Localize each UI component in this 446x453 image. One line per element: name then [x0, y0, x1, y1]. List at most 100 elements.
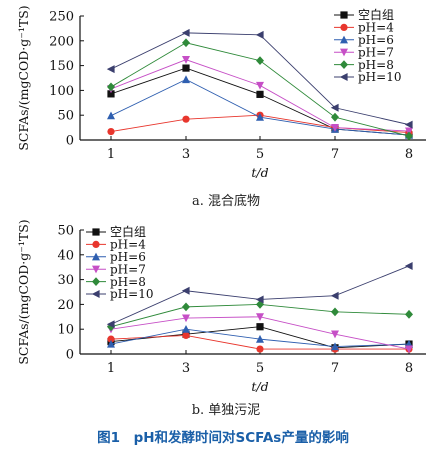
legend-marker [340, 35, 348, 44]
legend-label: pH=4 [358, 21, 394, 35]
data-point [181, 28, 190, 37]
data-point [330, 291, 339, 300]
y-axis-label: SCFAs/(mgCOD·g⁻¹TS) [16, 5, 31, 150]
data-point [181, 286, 190, 295]
data-point [107, 335, 115, 343]
x-tick-label: 5 [256, 361, 264, 376]
data-point [405, 345, 413, 354]
data-point [106, 320, 115, 329]
data-point [107, 339, 115, 348]
legend-marker [339, 73, 348, 81]
legend-label: pH=7 [110, 262, 146, 276]
data-point [331, 342, 339, 351]
subplot-caption-a: a. 混合底物 [192, 193, 260, 209]
data-point [182, 115, 190, 123]
y-axis-label: SCFAs/(mgCOD·g⁻¹TS) [16, 219, 31, 364]
x-tick-label: 7 [331, 147, 339, 162]
legend-marker [340, 11, 348, 19]
data-point [107, 111, 115, 120]
legend-marker [340, 23, 348, 31]
data-point [256, 323, 264, 331]
data-point [107, 82, 115, 92]
data-point [106, 65, 115, 74]
data-point [182, 56, 190, 64]
data-point [256, 56, 264, 66]
chart-sludge-only: 0 10 20 30 40 50 1 3 5 7 8 t/d SCFAs/(mgCOD·g⁻¹TS) 空白… [16, 219, 426, 394]
y-tick-label: 20 [57, 298, 74, 313]
legend-label: pH=6 [110, 250, 146, 264]
legend-marker [92, 240, 100, 248]
y-tick-label: 150 [49, 59, 74, 74]
legend-marker [91, 290, 100, 298]
legend-marker [92, 252, 100, 261]
data-point [331, 307, 339, 317]
subplot-caption-b: b. 单独污泥 [192, 403, 261, 418]
data-point [256, 334, 264, 343]
data-point [107, 90, 115, 98]
data-point [256, 345, 264, 353]
data-point [404, 120, 413, 129]
chart-mixed-substrate: 0 50 100 150 200 250 1 3 5 7 8 t/d SCFAs/(mgCOD·g⁻¹T… [16, 5, 426, 180]
data-point [256, 81, 264, 90]
x-axis-label: t/d [251, 379, 268, 394]
legend-label: pH=4 [110, 238, 146, 252]
legend-label: pH=10 [110, 287, 153, 301]
data-point [182, 302, 190, 312]
legend-label: pH=6 [358, 33, 394, 47]
data-point [330, 103, 339, 112]
data-point [405, 127, 413, 136]
legend-label: 空白组 [110, 224, 146, 239]
data-point [182, 325, 190, 333]
data-point [256, 313, 264, 321]
data-point [404, 261, 413, 270]
legend-marker [340, 48, 348, 57]
legend-label: pH=8 [358, 58, 394, 72]
y-tick-label: 40 [57, 248, 74, 263]
legend-label: pH=7 [358, 45, 394, 59]
data-point [182, 314, 190, 323]
data-point [331, 112, 339, 122]
x-tick-label: 5 [256, 147, 264, 162]
data-point [331, 330, 339, 339]
x-tick-label: 3 [182, 361, 190, 376]
data-point [405, 131, 413, 141]
data-point [256, 112, 264, 121]
figure-caption: 图1 pH和发酵时间对SCFAs产量的影响 [97, 430, 349, 446]
data-point [405, 309, 413, 319]
legend-label: pH=10 [358, 70, 401, 84]
data-point [331, 124, 339, 132]
legend-marker [340, 60, 348, 69]
x-tick-label: 1 [107, 361, 115, 376]
x-tick-label: 7 [331, 361, 339, 376]
y-tick-label: 10 [57, 323, 74, 338]
data-point [182, 64, 190, 72]
series-pH=10 [106, 261, 413, 329]
y-tick-label: 200 [49, 34, 74, 49]
legend-marker [92, 228, 100, 236]
y-tick-label: 100 [49, 84, 74, 99]
legend-label: 空白组 [358, 7, 394, 22]
data-point [182, 75, 190, 84]
x-tick-label: 3 [182, 147, 190, 162]
x-tick-label: 1 [107, 147, 115, 162]
x-axis-label: t/d [251, 165, 268, 180]
y-tick-label: 50 [57, 224, 74, 239]
x-tick-label: 8 [405, 147, 413, 162]
data-point [107, 127, 115, 136]
x-tick-label: 8 [405, 361, 413, 376]
y-tick-label: 0 [66, 134, 74, 149]
y-tick-label: 0 [66, 348, 74, 363]
legend-label: pH=8 [110, 275, 146, 289]
legend-marker [92, 265, 100, 274]
y-tick-label: 250 [49, 10, 74, 25]
series-line [110, 316, 410, 350]
data-point [182, 331, 190, 339]
y-tick-label: 50 [57, 109, 74, 124]
data-point [182, 38, 190, 48]
data-point [255, 30, 264, 39]
legend-marker [92, 277, 100, 286]
series-pH=10 [106, 28, 413, 129]
